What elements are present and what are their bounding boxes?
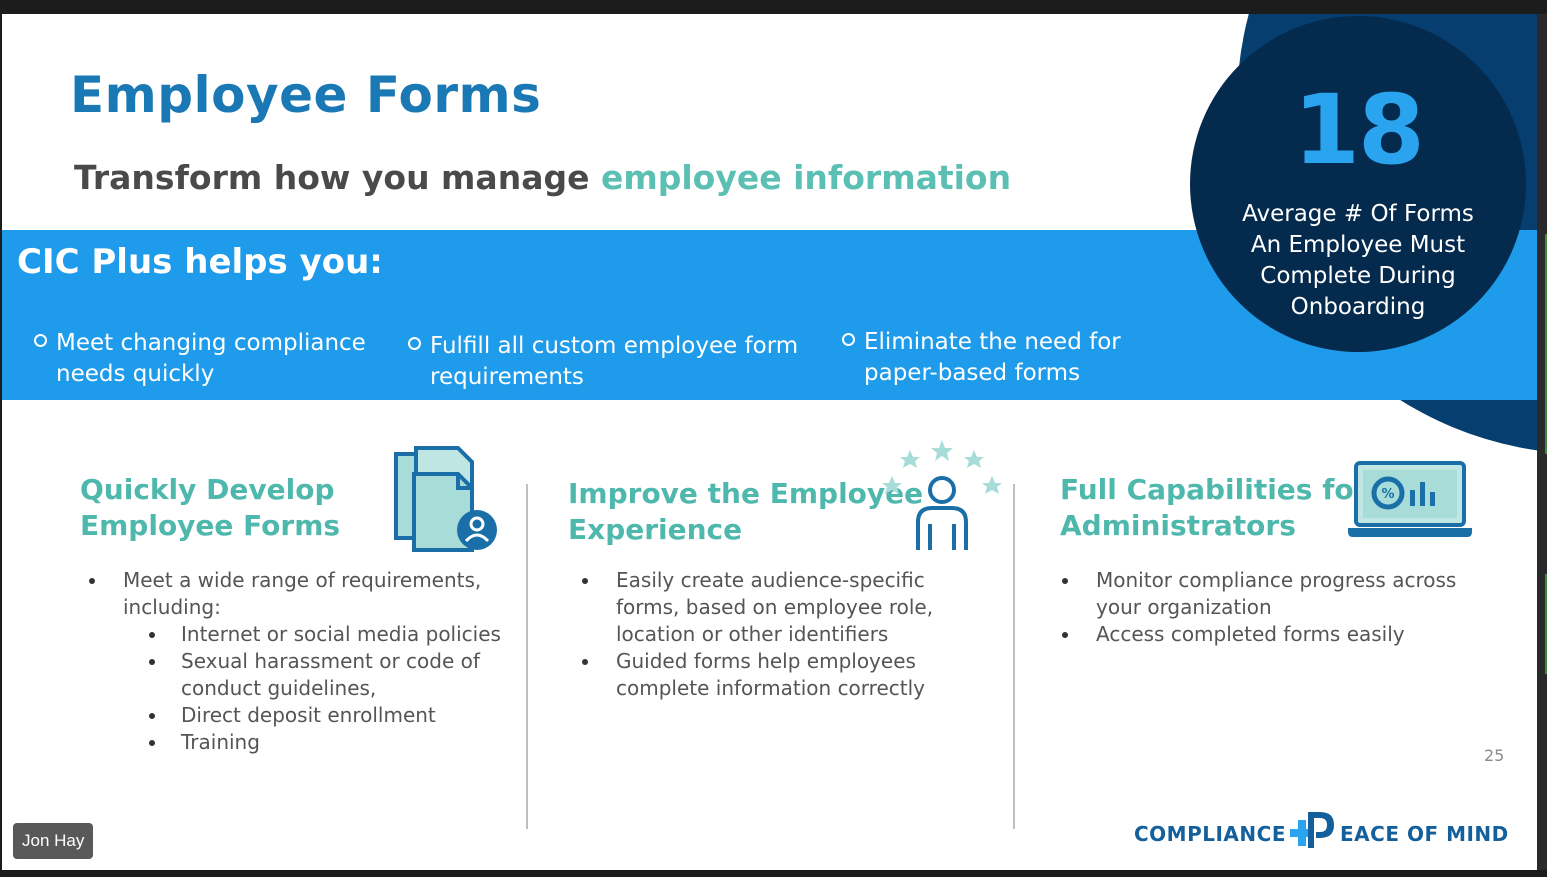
edge-indicator bbox=[1545, 574, 1547, 674]
list-item-text: Direct deposit enrollment bbox=[181, 703, 436, 727]
page-number: 25 bbox=[1484, 746, 1505, 765]
logo-cross-icon bbox=[1290, 812, 1334, 848]
list-item: Meet a wide range of requirements, inclu… bbox=[89, 567, 493, 621]
list-item: Training bbox=[149, 729, 501, 756]
presentation-slide: Employee Forms Transform how you manage … bbox=[2, 14, 1537, 870]
list-item-text: Meet a wide range of requirements, inclu… bbox=[123, 568, 482, 619]
bullet-dot-icon bbox=[149, 632, 155, 638]
list-item: Guided forms help employees complete inf… bbox=[582, 648, 946, 702]
column-bullet-list: Monitor compliance progress across your … bbox=[1062, 567, 1466, 648]
column-heading: Quickly Develop Employee Forms bbox=[80, 472, 340, 544]
participant-name-tag: Jon Hay bbox=[13, 823, 94, 859]
list-item-text: Monitor compliance progress across your … bbox=[1096, 568, 1457, 619]
bullet-dot-icon bbox=[149, 740, 155, 746]
stat-label: Average # Of Forms An Employee Must Comp… bbox=[1242, 201, 1474, 320]
person-stars-icon bbox=[882, 440, 1002, 550]
list-item-text: Access completed forms easily bbox=[1096, 622, 1405, 646]
bullet-dot-icon bbox=[582, 578, 588, 584]
band-item-text: Fulfill all custom employee form require… bbox=[430, 333, 799, 390]
documents-user-icon bbox=[394, 446, 497, 552]
heading-line: Administrators bbox=[1060, 509, 1296, 542]
list-item-text: Guided forms help employees complete inf… bbox=[616, 649, 925, 700]
list-item: Easily create audience-specific forms, b… bbox=[582, 567, 946, 648]
band-title: CIC Plus helps you: bbox=[17, 242, 383, 282]
heading-line: Quickly Develop bbox=[80, 473, 335, 506]
list-item-text: Sexual harassment or code of conduct gui… bbox=[181, 649, 480, 700]
circle-bullet-icon bbox=[842, 333, 855, 346]
bullet-dot-icon bbox=[1062, 578, 1068, 584]
svg-text:%: % bbox=[1381, 487, 1394, 502]
band-item: Eliminate the need for paper-based forms bbox=[842, 327, 1134, 389]
list-item: Monitor compliance progress across your … bbox=[1062, 567, 1466, 621]
heading-line: Full Capabilities for bbox=[1060, 473, 1368, 506]
bullet-dot-icon bbox=[1062, 632, 1068, 638]
subtitle-accent: employee information bbox=[600, 158, 1012, 197]
column-heading: Full Capabilities for Administrators bbox=[1060, 472, 1367, 544]
column-divider bbox=[526, 484, 528, 829]
bullet-dot-icon bbox=[149, 659, 155, 665]
bullet-dot-icon bbox=[149, 713, 155, 719]
circle-bullet-icon bbox=[34, 334, 47, 347]
slide-title: Employee Forms bbox=[70, 66, 542, 124]
logo-text-left: COMPLIANCE bbox=[1134, 822, 1286, 846]
circle-bullet-icon bbox=[408, 337, 421, 350]
list-item: Sexual harassment or code of conduct gui… bbox=[149, 648, 501, 702]
subtitle-text: Transform how you manage bbox=[74, 158, 601, 197]
column-bullet-list: Easily create audience-specific forms, b… bbox=[582, 567, 946, 702]
band-item-text: Meet changing compliance needs quickly bbox=[56, 330, 366, 387]
heading-line: Experience bbox=[568, 513, 743, 546]
band-item: Fulfill all custom employee form require… bbox=[408, 331, 810, 393]
list-item: Access completed forms easily bbox=[1062, 621, 1466, 648]
laptop-chart-icon: % bbox=[1348, 461, 1472, 537]
bullet-dot-icon bbox=[582, 659, 588, 665]
slide-subtitle: Transform how you manage employee inform… bbox=[74, 158, 1011, 197]
column-bullet-list: Meet a wide range of requirements, inclu… bbox=[89, 567, 493, 621]
band-item-text: Eliminate the need for paper-based forms bbox=[864, 329, 1121, 386]
column-heading: Improve the Employee Experience bbox=[568, 476, 923, 548]
column-divider bbox=[1013, 484, 1015, 829]
stat-number: 18 bbox=[1293, 74, 1425, 186]
bullet-dot-icon bbox=[89, 578, 95, 584]
column-subbullet-list: Internet or social media policies Sexual… bbox=[149, 621, 501, 756]
heading-line: Improve the Employee bbox=[568, 477, 924, 510]
stat-circle bbox=[1190, 16, 1526, 352]
list-item: Internet or social media policies bbox=[149, 621, 501, 648]
list-item-text: Easily create audience-specific forms, b… bbox=[616, 568, 934, 646]
heading-line: Employee Forms bbox=[80, 509, 341, 542]
logo-text-right: EACE OF MIND bbox=[1340, 822, 1509, 846]
window-edge bbox=[1537, 14, 1547, 870]
list-item: Direct deposit enrollment bbox=[149, 702, 501, 729]
list-item-text: Training bbox=[181, 730, 260, 754]
band-item: Meet changing compliance needs quickly bbox=[34, 328, 376, 390]
list-item-text: Internet or social media policies bbox=[181, 622, 501, 646]
edge-indicator bbox=[1545, 234, 1547, 454]
